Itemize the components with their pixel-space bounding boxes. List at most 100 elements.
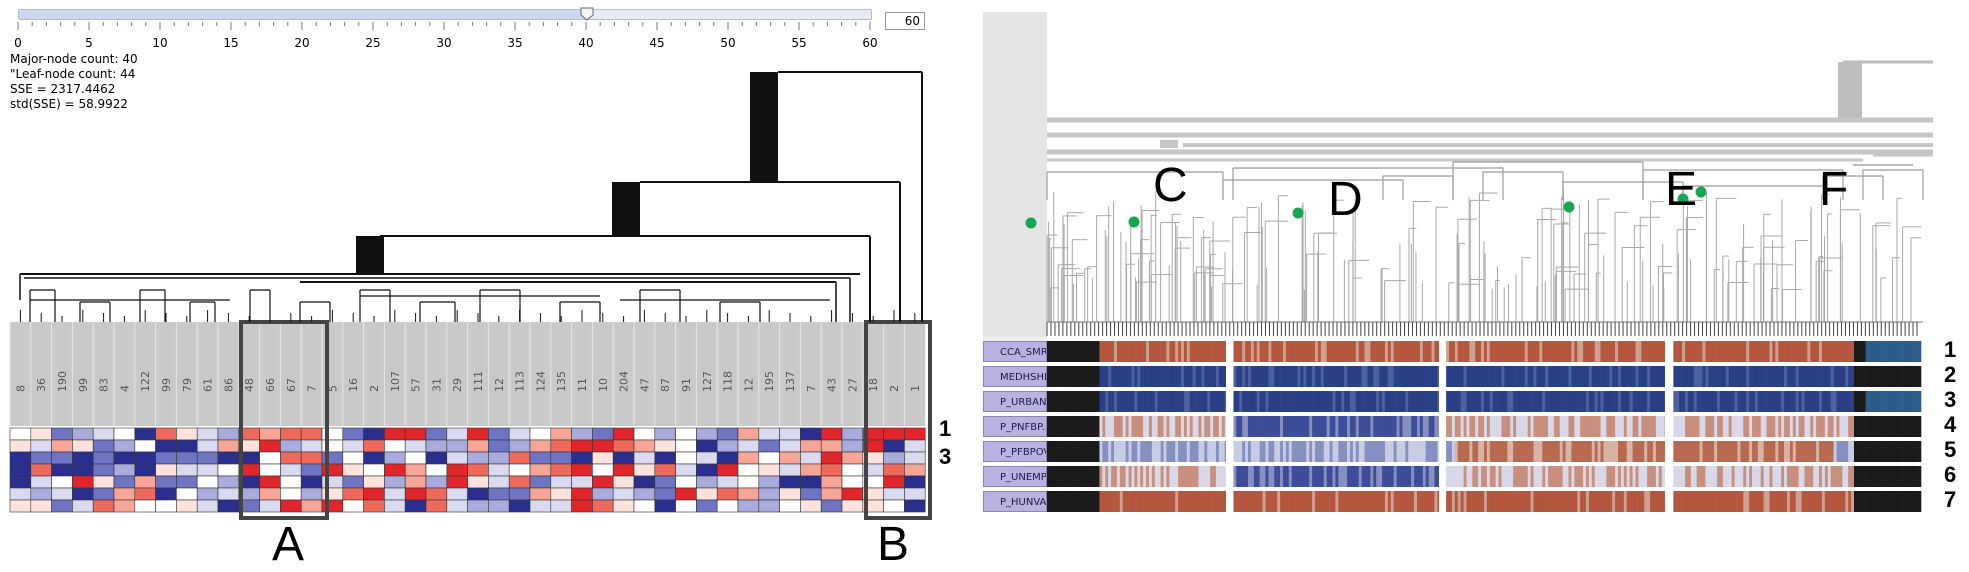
heatmap-cell[interactable] [488,451,510,465]
heatmap-cell[interactable] [675,463,697,477]
heatmap-cell[interactable] [404,463,427,477]
heatmap-cell[interactable] [300,427,323,441]
heatmap-cell[interactable] [488,463,510,477]
heatmap-cell[interactable] [404,427,427,441]
heatmap-cell[interactable] [72,439,94,453]
heatmap-cell[interactable] [217,439,240,453]
heatmap-cell[interactable] [176,463,198,477]
heatmap-cell[interactable] [30,487,52,501]
heatmap-cell[interactable] [113,463,136,477]
heatmap-cell[interactable] [51,427,73,441]
heatmap-cell[interactable] [280,475,302,489]
heatmap-cell[interactable] [134,427,156,441]
heatmap-cell[interactable] [633,487,656,501]
heatmap-cell[interactable] [654,487,676,501]
heatmap-cell[interactable] [716,499,739,513]
heatmap-cell[interactable] [176,427,198,441]
heatmap-cell[interactable] [363,463,385,477]
heatmap-cell[interactable] [342,487,364,501]
heatmap-cell[interactable] [259,475,281,489]
heatmap-cell[interactable] [113,439,136,453]
heatmap-cell[interactable] [737,451,760,465]
heatmap-cell[interactable] [196,499,219,513]
heatmap-cell[interactable] [425,487,448,501]
heatmap-cell[interactable] [72,487,94,501]
heatmap-cell[interactable] [571,499,593,513]
heatmap-cell[interactable] [612,451,635,465]
heatmap-cell[interactable] [155,439,177,453]
heatmap-cell[interactable] [155,499,177,513]
heatmap-cell[interactable] [425,451,448,465]
cluster-node[interactable] [1695,186,1707,198]
heatmap-cell[interactable] [9,487,32,501]
heatmap-cell[interactable] [592,487,614,501]
heatmap-cell[interactable] [779,427,801,441]
heatmap-cell[interactable] [779,463,801,477]
heatmap-cell[interactable] [737,487,760,501]
heatmap-cell[interactable] [758,439,780,453]
heatmap-cell[interactable] [696,427,718,441]
heatmap-cell[interactable] [508,475,531,489]
heatmap-cell[interactable] [30,427,52,441]
heatmap-cell[interactable] [72,427,94,441]
heatmap-cell[interactable] [529,499,552,513]
heatmap-cell[interactable] [404,439,427,453]
heatmap-cell[interactable] [217,487,240,501]
heatmap-cell[interactable] [841,451,864,465]
heatmap-cell[interactable] [363,475,385,489]
heatmap-cell[interactable] [696,487,718,501]
heatmap-cell[interactable] [529,487,552,501]
heatmap-cell[interactable] [9,463,32,477]
heatmap-cell[interactable] [612,475,635,489]
heatmap-cell[interactable] [883,463,905,477]
cut-level-spinner[interactable]: 60 [885,12,925,30]
heatmap-cell[interactable] [737,427,760,441]
heatmap-cell[interactable] [51,499,73,513]
heatmap-cell[interactable] [550,475,572,489]
heatmap-cell[interactable] [113,487,136,501]
heatmap-cell[interactable] [550,427,572,441]
heatmap-cell[interactable] [633,475,656,489]
heatmap-cell[interactable] [30,451,52,465]
heatmap-cell[interactable] [841,475,864,489]
heatmap-cell[interactable] [779,487,801,501]
heatmap-cell[interactable] [259,487,281,501]
heatmap-cell[interactable] [675,439,697,453]
heatmap-cell[interactable] [155,451,177,465]
heatmap-cell[interactable] [217,427,240,441]
heatmap-cell[interactable] [92,439,115,453]
heatmap-cell[interactable] [280,499,302,513]
heatmap-cell[interactable] [300,475,323,489]
heatmap-cell[interactable] [550,487,572,501]
heatmap-cell[interactable] [779,475,801,489]
heatmap-cell[interactable] [176,475,198,489]
heatmap-cell[interactable] [280,487,302,501]
heatmap-cell[interactable] [820,463,843,477]
heatmap-cell[interactable] [571,427,593,441]
heatmap-cell[interactable] [196,475,219,489]
heatmap-cell[interactable] [217,475,240,489]
heatmap-cell[interactable] [259,439,281,453]
heatmap-cell[interactable] [217,499,240,513]
heatmap-cell[interactable] [779,499,801,513]
heatmap-cell[interactable] [259,451,281,465]
heatmap-cell[interactable] [633,439,656,453]
heatmap-cell[interactable] [384,499,406,513]
heatmap-cell[interactable] [508,427,531,441]
heatmap-cell[interactable] [883,487,905,501]
heatmap-cell[interactable] [529,451,552,465]
heatmap-cell[interactable] [716,439,739,453]
heatmap-cell[interactable] [800,475,822,489]
heatmap-cell[interactable] [529,439,552,453]
heatmap-cell[interactable] [92,487,115,501]
heatmap-cell[interactable] [841,439,864,453]
heatmap-cell[interactable] [737,475,760,489]
heatmap-cell[interactable] [841,487,864,501]
heatmap-cell[interactable] [300,463,323,477]
variable-label[interactable]: P_HUNVA [983,491,1047,512]
heatmap-cell[interactable] [675,427,697,441]
heatmap-cell[interactable] [259,463,281,477]
heatmap-cell[interactable] [696,439,718,453]
heatmap-cell[interactable] [134,451,156,465]
heatmap-cell[interactable] [488,439,510,453]
